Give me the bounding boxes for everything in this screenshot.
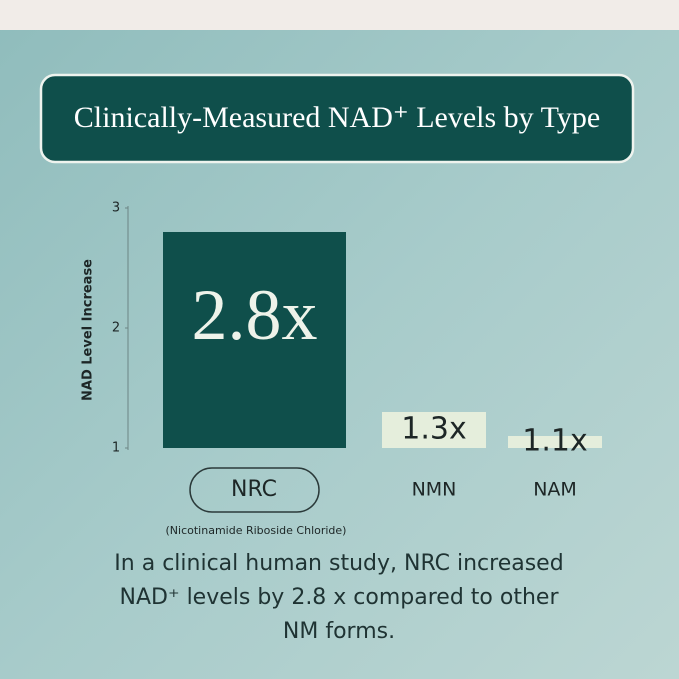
value-label: 1.1x: [522, 424, 587, 459]
y-tick-label: 3: [112, 201, 120, 216]
bar: [382, 412, 486, 448]
x-tick-label: NMN: [412, 479, 457, 501]
value-label: 2.8x: [192, 275, 318, 355]
x-tick-label: NAM: [533, 479, 577, 501]
bar: [163, 232, 346, 448]
caption-line: NM forms.: [283, 619, 395, 644]
caption-line: In a clinical human study, NRC increased: [114, 551, 563, 576]
value-label: 1.3x: [401, 412, 466, 447]
title-box: [39, 73, 635, 164]
caption-line: NAD⁺ levels by 2.8 x compared to other: [120, 585, 560, 610]
top-strip: [0, 0, 679, 30]
y-tick-label: 2: [112, 321, 120, 336]
y-tick-label: 1: [112, 441, 120, 456]
category-pill: [189, 467, 320, 513]
chart-title: Clinically-Measured NAD⁺ Levels by Type: [74, 101, 600, 134]
y-axis-label: NAD Level Increase: [81, 259, 96, 401]
x-tick-label: NRC: [231, 477, 277, 502]
annotation: (Nicotinamide Riboside Chloride): [166, 524, 347, 537]
bar: [508, 436, 602, 448]
